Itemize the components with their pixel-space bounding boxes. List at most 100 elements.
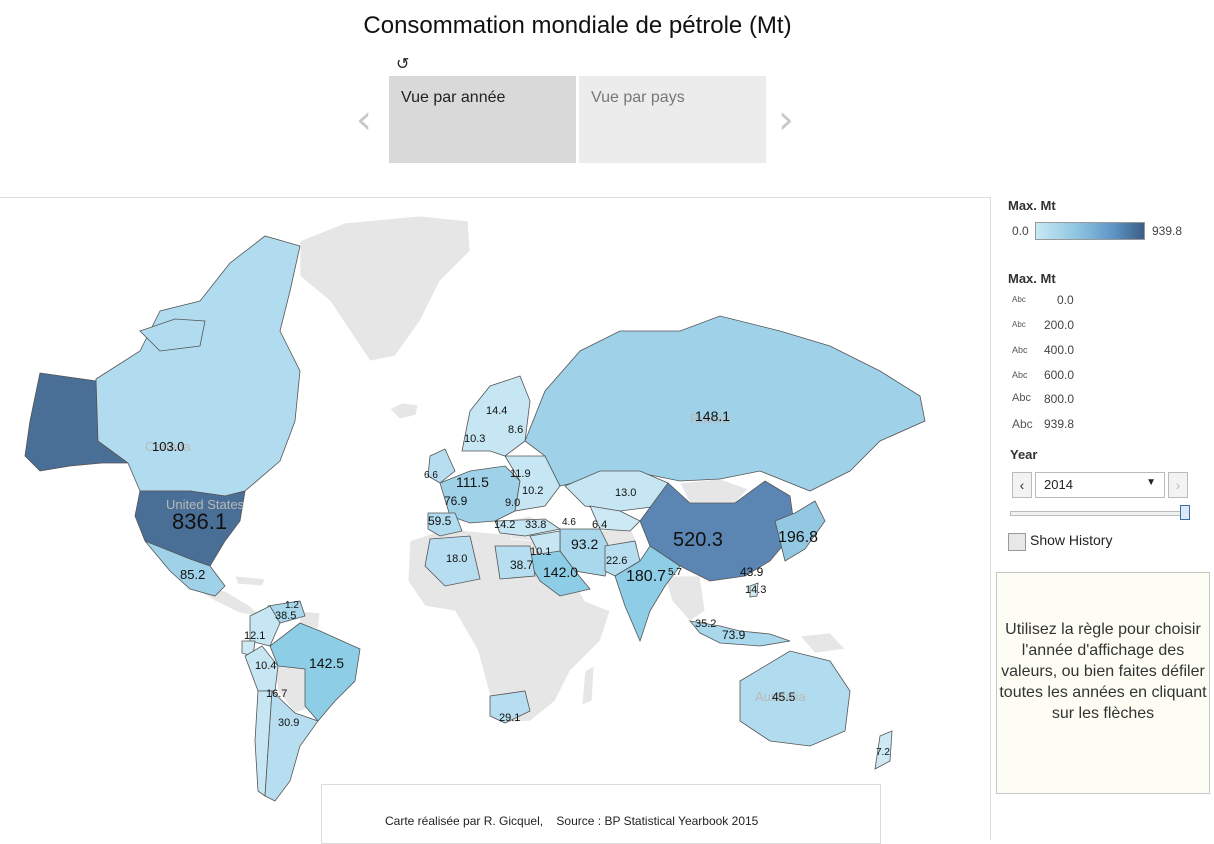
value-label-peru: 10.4: [255, 660, 276, 672]
value-label-taiwan: 14.3: [745, 584, 766, 596]
size-legend-value: 400.0: [1044, 343, 1075, 357]
russia-shape[interactable]: [524, 315, 926, 492]
value-label-egypt: 38.7: [510, 558, 534, 572]
value-label-australia: 45.5: [772, 690, 796, 704]
year-prev-button[interactable]: ‹: [1012, 472, 1032, 498]
usa-shape[interactable]: [134, 490, 246, 567]
value-label-venezuela: 38.5: [275, 610, 296, 622]
turkey-shape[interactable]: [494, 518, 562, 537]
value-label-indonesia: 73.9: [722, 628, 746, 642]
size-legend-value: 939.8: [1044, 417, 1075, 431]
bg-label-usa: United States: [166, 497, 245, 512]
value-label-belarus: 11.9: [510, 468, 531, 480]
madagascar-shape[interactable]: [581, 665, 595, 706]
size-legend-abc: Abc: [1012, 345, 1028, 355]
size-legend-value: 200.0: [1044, 318, 1075, 332]
value-label-algeria: 18.0: [446, 553, 467, 565]
brazil-shape[interactable]: [269, 622, 361, 722]
world-map[interactable]: Canada United States Russia Australia 83…: [0, 197, 991, 840]
korea-japan-shape[interactable]: [774, 500, 826, 562]
size-legend-value: 600.0: [1044, 368, 1075, 382]
value-label-india: 180.7: [626, 568, 666, 585]
page-title: Consommation mondiale de pétrole (Mt): [363, 12, 792, 39]
size-legend-abc: Abc: [1012, 392, 1031, 404]
value-label-newzealand: 7.2: [876, 747, 890, 758]
color-ramp: [1035, 222, 1145, 240]
year-next-button[interactable]: ›: [1168, 472, 1188, 498]
colombia-shape[interactable]: [249, 605, 281, 647]
help-text-box: Utilisez la règle pour choisir l'année d…: [996, 572, 1210, 794]
value-label-turkey: 33.8: [525, 519, 546, 531]
greenland-shape[interactable]: [299, 215, 471, 362]
iberia-shape[interactable]: [427, 512, 463, 537]
bg-label-canada: Canada: [145, 439, 191, 454]
chevron-right-icon[interactable]: ›: [778, 97, 794, 143]
png-shape[interactable]: [799, 632, 846, 654]
tab-vue-par-annee[interactable]: Vue par année: [389, 76, 576, 163]
india-shape[interactable]: [614, 545, 681, 643]
value-label-southafrica: 29.1: [499, 712, 520, 724]
chevron-left-icon[interactable]: ‹: [356, 97, 372, 143]
value-label-ecuador: 1.2: [285, 600, 299, 611]
taiwan-shape[interactable]: [749, 582, 759, 598]
color-legend-min: 0.0: [1012, 224, 1029, 238]
newzealand-shape[interactable]: [874, 730, 893, 770]
value-label-mexico: 85.2: [180, 567, 205, 582]
size-legend-abc: Abc: [1012, 320, 1026, 329]
size-legend-item: Abc 0.0: [1012, 293, 1102, 309]
size-legend-item: Abc 400.0: [1012, 343, 1102, 359]
show-history-checkbox[interactable]: [1008, 533, 1026, 551]
saudi-shape[interactable]: [524, 550, 591, 597]
value-label-argentina: 30.9: [278, 717, 299, 729]
value-label-iran: 93.2: [571, 536, 598, 552]
color-legend-title: Max. Mt: [1008, 198, 1056, 213]
color-legend-max: 939.8: [1152, 224, 1183, 238]
value-label-romania: 9.0: [505, 497, 520, 509]
year-select[interactable]: 2014 ▼: [1035, 472, 1165, 498]
year-slider-thumb[interactable]: [1180, 505, 1190, 520]
value-label-norway: 10.3: [464, 433, 485, 445]
caribbean-shape[interactable]: [234, 575, 266, 587]
arctic-islands-shape[interactable]: [139, 318, 206, 352]
value-label-saudi: 142.0: [543, 564, 578, 580]
value-label-ukraine: 10.2: [522, 485, 543, 497]
size-legend-value: 0.0: [1057, 293, 1074, 307]
norway-sweden-finland-shape[interactable]: [461, 375, 531, 457]
se-asia-misc-shape[interactable]: [664, 575, 706, 622]
value-label-canada: 103.0: [152, 439, 185, 454]
value-label-china: 520.3: [673, 529, 723, 551]
argentina-shape[interactable]: [264, 690, 319, 802]
value-label-thailand: 35.2: [695, 618, 716, 630]
show-history-label: Show History: [1030, 532, 1113, 548]
value-label-israel: 10.1: [530, 546, 551, 558]
central-asia-shape[interactable]: [589, 505, 641, 532]
value-label-bangladesh: 5.7: [668, 567, 682, 578]
size-legend-item: Abc 939.8: [1012, 417, 1102, 433]
bg-label-australia: Australia: [755, 689, 806, 704]
indonesia-shape[interactable]: [689, 620, 791, 647]
value-label-usa: 836.1: [172, 509, 227, 534]
uk-ireland-shape[interactable]: [427, 448, 456, 484]
tab-vue-par-pays[interactable]: Vue par pays: [579, 76, 766, 163]
south-africa-shape[interactable]: [489, 690, 531, 724]
year-slider[interactable]: [1010, 511, 1186, 516]
australia-shape[interactable]: [739, 650, 851, 747]
canada-shape[interactable]: [95, 235, 301, 497]
size-legend-abc: Abc: [1012, 417, 1033, 431]
value-label-brazil: 142.5: [309, 655, 344, 671]
value-label-turkmenistan: 6.4: [592, 519, 607, 531]
value-label-ireland: 6.6: [424, 470, 438, 481]
credit-box: [321, 784, 881, 844]
value-label-korea: 43.9: [740, 565, 764, 579]
value-label-japan: 196.8: [778, 529, 818, 546]
size-legend-abc: Abc: [1012, 295, 1026, 304]
value-label-russia: 148.1: [695, 408, 730, 424]
mexico-shape[interactable]: [144, 540, 226, 597]
mongolia-shape[interactable]: [679, 478, 749, 504]
iceland-shape[interactable]: [389, 402, 419, 420]
revert-icon[interactable]: ↺: [396, 56, 410, 73]
egypt-shape[interactable]: [494, 545, 536, 580]
value-label-germany: 111.5: [456, 474, 489, 490]
peru-shape[interactable]: [244, 645, 279, 692]
algeria-shape[interactable]: [424, 535, 481, 587]
